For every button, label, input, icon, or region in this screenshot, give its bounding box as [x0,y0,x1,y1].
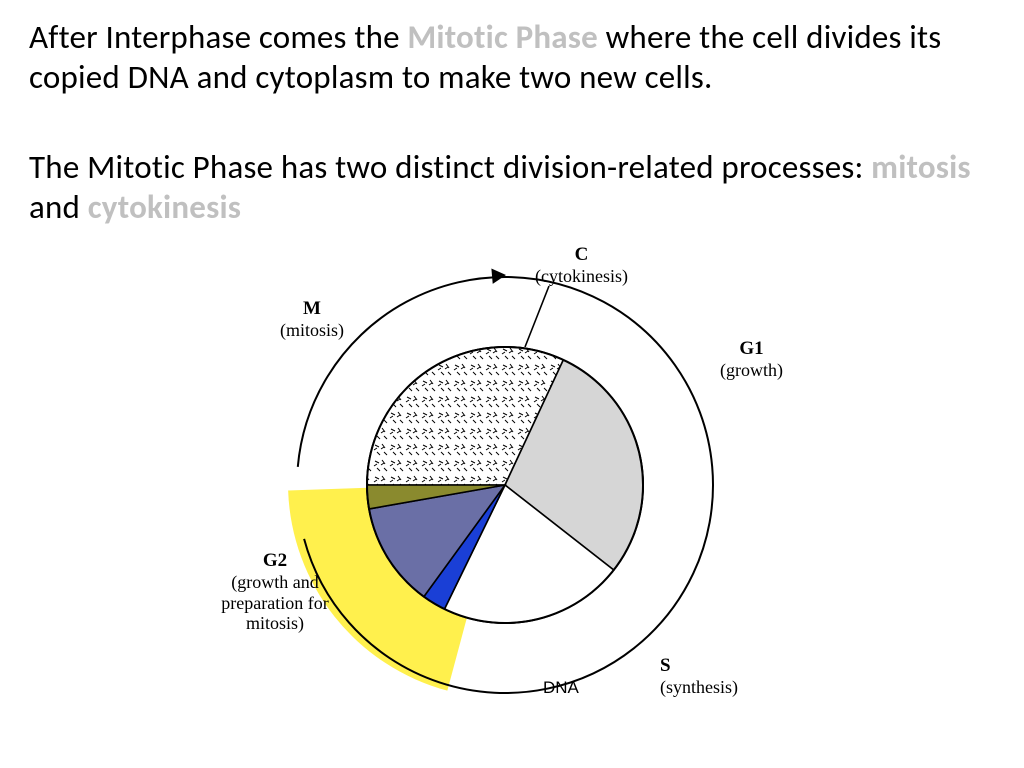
label-g1: G1 (growth) [720,338,783,381]
page: After Interphase comes the Mitotic Phase… [0,0,1024,768]
label-M-sub: (mitosis) [280,320,344,341]
leader-line [525,286,549,347]
label-g2: G2 (growth and preparation for mitosis) [195,550,355,634]
para2-mid: and [29,187,88,227]
label-S-sub: (synthesis) [660,677,738,698]
label-s: S (synthesis) [660,655,738,698]
para1-highlight: Mitotic Phase [407,17,598,57]
arrowhead-icon [491,269,506,284]
label-cytokinesis: C (cytokinesis) [535,244,628,287]
para2-hl1: mitosis [871,147,971,187]
label-C-sub: (cytokinesis) [535,266,628,287]
label-G1-sub: (growth) [720,360,783,381]
label-M-title: M [280,298,344,320]
label-mitosis: M (mitosis) [280,298,344,341]
label-G2-sub: (growth and preparation for mitosis) [195,572,355,634]
label-G1-title: G1 [720,338,783,360]
para2-hl2: cytokinesis [88,187,241,227]
label-G2-title: G2 [195,550,355,572]
label-dna: DNA [543,678,579,698]
label-S-title: S [660,655,738,677]
label-C-title: C [535,244,628,266]
paragraph-1: After Interphase comes the Mitotic Phase… [29,17,999,98]
paragraph-2: The Mitotic Phase has two distinct divis… [29,147,999,228]
cell-cycle-diagram: C (cytokinesis) M (mitosis) G1 (growth) … [165,250,805,750]
para1-pre: After Interphase comes the [29,17,407,57]
para2-pre: The Mitotic Phase has two distinct divis… [29,147,871,187]
